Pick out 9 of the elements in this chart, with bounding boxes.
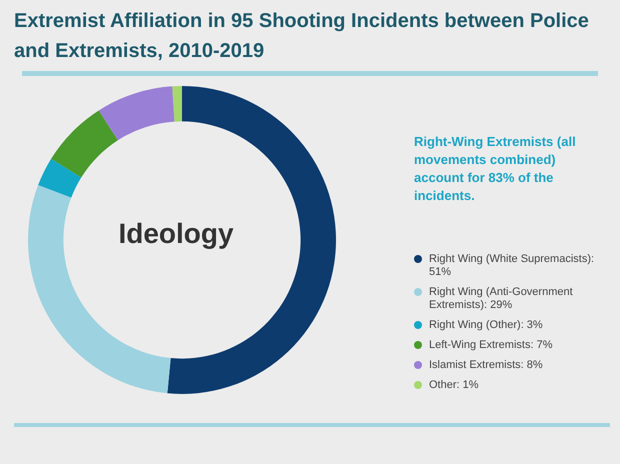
legend-label: Right Wing (Anti-Government Extremists): 29% [429, 286, 574, 312]
legend-label: Left-Wing Extremists: 7% [429, 339, 552, 352]
text: Right-Wing Extremists (all movements combined) account for 83% of the incidents. [414, 133, 577, 205]
legend-label: Right Wing (Other): 3% [429, 319, 543, 332]
chart-title: Extremist Affiliation in 95 Shooting Incidents between Police and Extremists, 2010-2019 [14, 9, 590, 64]
text: Ideology [117, 218, 235, 250]
legend-label: Right Wing (White Supremacists): 51% [429, 253, 596, 279]
legend-label: Other: 1% [429, 379, 479, 392]
legend-label: Islamist Extremists: 8% [429, 359, 543, 372]
